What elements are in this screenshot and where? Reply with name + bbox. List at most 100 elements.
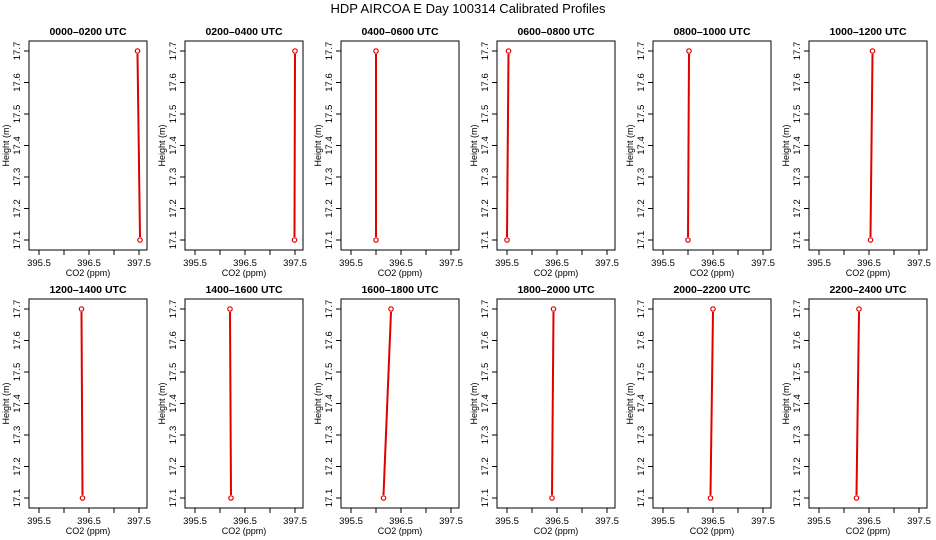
panel-4-y-tick-label: 17.5 (480, 105, 491, 124)
panel-4-profile-line (506, 53, 510, 238)
panel-7-y-tick-label: 17.5 (12, 363, 23, 382)
panel-5-y-tick-label: 17.7 (636, 42, 647, 61)
panel-3-x-tick-label: 396.5 (389, 258, 413, 269)
panel-9-profile-point (388, 306, 394, 312)
panel-11-y-tick-label: 17.6 (636, 331, 647, 350)
panel-9-profile-point (380, 495, 387, 501)
panel-12-y-tick-label: 17.4 (792, 394, 803, 413)
panel-11-y-tick-label: 17.4 (636, 394, 647, 413)
panel-11-y-tick-label: 17.5 (636, 363, 647, 382)
panel-8-y-tick-label: 17.7 (168, 300, 179, 319)
panel-3-title: 0400–0600 UTC (361, 26, 438, 38)
panel-3-y-axis-label: Height (m) (313, 124, 323, 166)
panel-11-y-tick-label: 17.7 (636, 300, 647, 319)
panel-6-x-axis-label: CO2 (ppm) (846, 268, 891, 278)
panel-6-profile-line (869, 53, 874, 238)
panel-7-plot-frame (28, 298, 148, 509)
panel-5-y-tick-label: 17.6 (636, 73, 647, 92)
panel-9-x-axis-label: CO2 (ppm) (378, 526, 423, 536)
panel-10-x-axis-label: CO2 (ppm) (534, 526, 579, 536)
panel-12-x-axis-label: CO2 (ppm) (846, 526, 891, 536)
panel-10-profile-point (549, 495, 555, 501)
panel-7-y-tick-label: 17.7 (12, 300, 23, 319)
panel-9-y-tick-label: 17.4 (324, 394, 335, 413)
panel-12-profile-point (856, 306, 862, 312)
panel-7-y-tick-label: 17.3 (12, 426, 23, 445)
panel-10-y-tick-label: 17.7 (480, 300, 491, 319)
panel-6-profile-point (869, 48, 876, 54)
panel-10-x-tick-label: 396.5 (545, 516, 569, 527)
panel-2-profile-point (292, 48, 298, 54)
panel-8-profile-line (229, 311, 232, 496)
panel-1-y-axis-label: Height (m) (1, 124, 11, 166)
panel-10-y-tick-label: 17.1 (480, 489, 491, 508)
panel-5-y-tick-label: 17.4 (636, 136, 647, 155)
panel-10-y-tick-label: 17.6 (480, 331, 491, 350)
panel-10-y-tick-label: 17.3 (480, 426, 491, 445)
panel-1-plot-frame (28, 40, 148, 251)
panel-6-y-tick-label: 17.7 (792, 42, 803, 61)
panel-5-y-tick-label: 17.1 (636, 231, 647, 250)
panel-4-y-tick-label: 17.3 (480, 168, 491, 187)
panel-3-plot-frame (340, 40, 460, 251)
panel-6-profile-point (867, 237, 874, 243)
panel-1-x-tick-label: 397.5 (127, 258, 151, 269)
panel-7-profile-line (80, 311, 84, 496)
panel-12-y-tick-label: 17.1 (792, 489, 803, 508)
panel-12-profile-line (855, 311, 860, 496)
panel-9-y-tick-label: 17.2 (324, 457, 335, 476)
panel-10-y-tick-label: 17.4 (480, 394, 491, 413)
panel-9-x-tick-label: 397.5 (439, 516, 463, 527)
panel-1-x-tick-label: 396.5 (77, 258, 101, 269)
panel-8-x-tick-label: 397.5 (283, 516, 307, 527)
panel-2-profile-point (291, 237, 298, 243)
panel-3-y-tick-label: 17.7 (324, 42, 335, 61)
panel-2-profile-line (293, 53, 296, 238)
panel-11-profile-line (709, 311, 714, 496)
panel-8-y-axis-label: Height (m) (157, 382, 167, 424)
panel-3-profile-point (373, 48, 379, 54)
panel-2-y-tick-label: 17.5 (168, 105, 179, 124)
panel-4-x-tick-label: 397.5 (595, 258, 619, 269)
panel-5-y-tick-label: 17.3 (636, 168, 647, 187)
panel-1-y-tick-label: 17.4 (12, 136, 23, 155)
panel-11-profile-point (710, 306, 716, 312)
panel-11-y-tick-label: 17.1 (636, 489, 647, 508)
panel-6-plot-frame (808, 40, 928, 251)
panel-12-x-tick-label: 395.5 (807, 516, 831, 527)
panel-2-x-tick-label: 397.5 (283, 258, 307, 269)
panel-7-x-axis-label: CO2 (ppm) (66, 526, 111, 536)
panel-9-plot-frame (340, 298, 460, 509)
panel-6-y-tick-label: 17.5 (792, 105, 803, 124)
panel-2-y-tick-label: 17.6 (168, 73, 179, 92)
panel-6-y-tick-label: 17.4 (792, 136, 803, 155)
panel-7-y-tick-label: 17.1 (12, 489, 23, 508)
panel-11-y-tick-label: 17.2 (636, 457, 647, 476)
panel-12-plot-frame (808, 298, 928, 509)
panel-4-x-axis-label: CO2 (ppm) (534, 268, 579, 278)
panel-3-y-tick-label: 17.2 (324, 199, 335, 218)
panel-4-y-tick-label: 17.7 (480, 42, 491, 61)
panel-1-x-axis-label: CO2 (ppm) (66, 268, 111, 278)
panel-5-profile-point (686, 48, 692, 54)
panel-8-x-tick-label: 395.5 (183, 516, 207, 527)
panel-6-y-tick-label: 17.3 (792, 168, 803, 187)
panel-7-x-tick-label: 397.5 (127, 516, 151, 527)
panel-5-x-tick-label: 397.5 (751, 258, 775, 269)
panel-10-y-tick-label: 17.5 (480, 363, 491, 382)
panel-10-y-tick-label: 17.2 (480, 457, 491, 476)
panel-2-y-tick-label: 17.4 (168, 136, 179, 155)
panel-5-x-axis-label: CO2 (ppm) (690, 268, 735, 278)
panel-2-y-tick-label: 17.7 (168, 42, 179, 61)
panel-2-y-tick-label: 17.2 (168, 199, 179, 218)
panel-1-y-tick-label: 17.5 (12, 105, 23, 124)
panel-5-x-tick-label: 396.5 (701, 258, 725, 269)
panel-10-profile-line (551, 311, 555, 496)
panel-3-x-tick-label: 397.5 (439, 258, 463, 269)
panel-8-y-tick-label: 17.5 (168, 363, 179, 382)
panel-7-y-tick-label: 17.2 (12, 457, 23, 476)
panel-7-profile-point (78, 306, 85, 312)
panel-8-y-tick-label: 17.2 (168, 457, 179, 476)
panel-12-x-tick-label: 396.5 (857, 516, 881, 527)
panel-9-title: 1600–1800 UTC (361, 284, 438, 296)
